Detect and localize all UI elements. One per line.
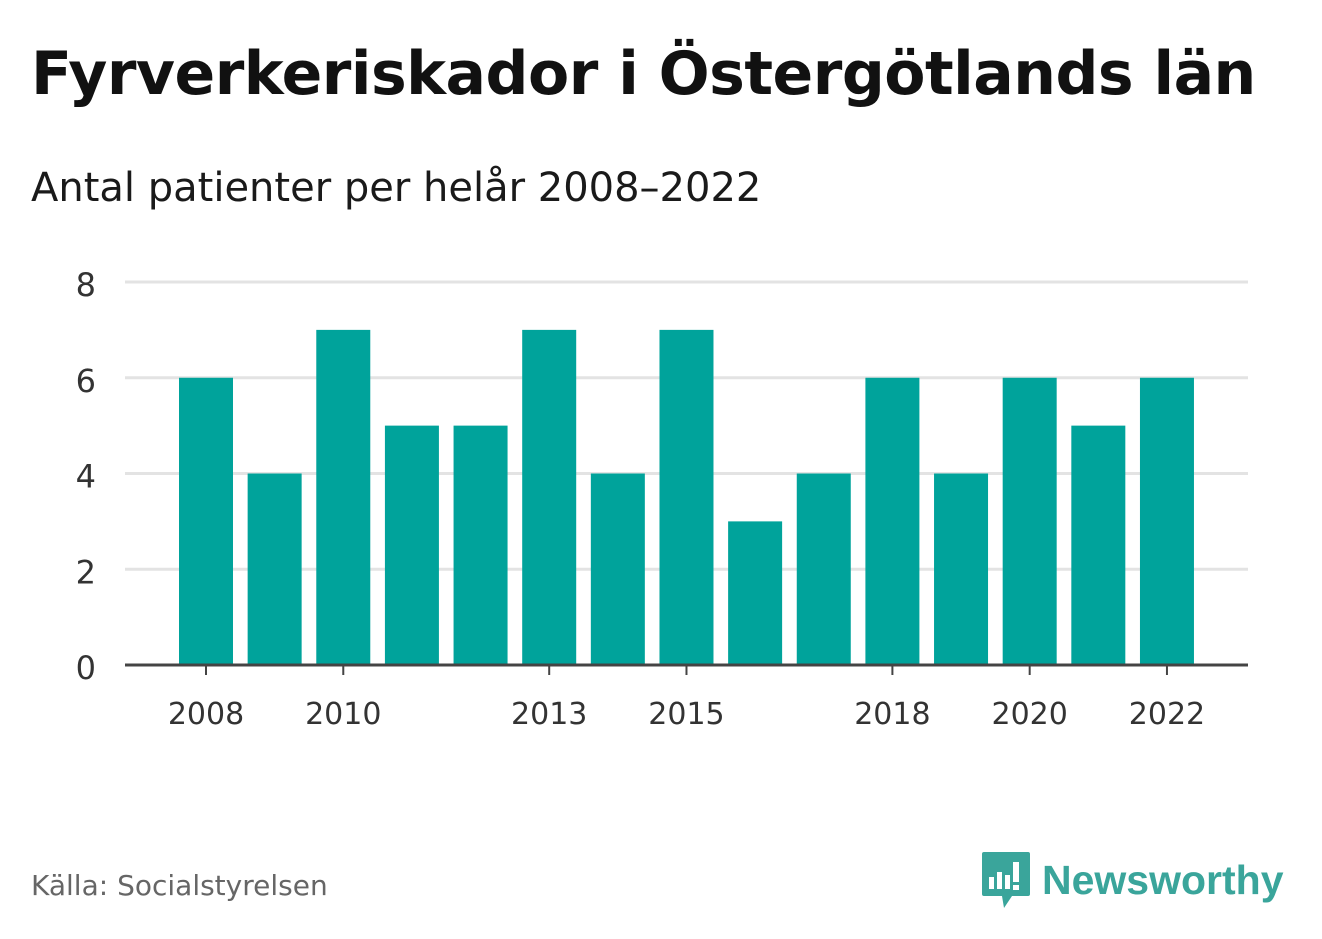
- bar-2019: [934, 473, 989, 665]
- bar-2016: [728, 521, 783, 665]
- chart-subtitle: Antal patienter per helår 2008–2022: [31, 165, 762, 211]
- x-tick-label: 2022: [1129, 697, 1205, 732]
- bar-2014: [590, 473, 645, 665]
- x-tick-label: 2018: [854, 697, 930, 732]
- bar-2008: [179, 377, 233, 665]
- x-tick-label: 2008: [168, 697, 244, 732]
- y-tick-label: 6: [76, 362, 96, 400]
- bar-2015: [659, 329, 714, 665]
- x-tick-label: 2015: [648, 697, 724, 732]
- x-tick-label: 2010: [305, 697, 381, 732]
- brand-name: Newsworthy: [1042, 856, 1284, 903]
- brand-logo: Newsworthy: [980, 850, 1284, 910]
- x-tick-label: 2013: [511, 697, 587, 732]
- bar-2017: [796, 473, 851, 665]
- bar-2010: [316, 329, 371, 665]
- bars: [179, 329, 1194, 665]
- y-tick-label: 4: [76, 458, 96, 496]
- bar-2018: [865, 377, 920, 665]
- y-tick-label: 2: [76, 553, 96, 591]
- y-tick-label: 8: [76, 266, 96, 304]
- y-axis-ticks: 0 2 4 6 8: [76, 266, 96, 687]
- x-axis-ticks: 2008 2010 2013 2015 2018 2020 2022: [168, 665, 1205, 732]
- x-tick-label: 2020: [992, 697, 1068, 732]
- bar-2020: [1002, 377, 1057, 665]
- y-tick-label: 0: [76, 649, 96, 687]
- bar-2022: [1139, 377, 1194, 665]
- bar-2012: [453, 425, 508, 665]
- bar-chart: 0 2 4 6 8 2008 2010 2013 2015 2018 2020 2022: [76, 266, 1248, 732]
- newsworthy-logo-icon: [982, 852, 1030, 908]
- bar-2013: [522, 329, 577, 665]
- bar-2021: [1071, 425, 1126, 665]
- chart-title: Fyrverkeriskador i Östergötlands län: [31, 39, 1256, 109]
- bar-2011: [384, 425, 439, 665]
- source-note: Källa: Socialstyrelsen: [31, 869, 328, 902]
- bar-2009: [247, 473, 302, 665]
